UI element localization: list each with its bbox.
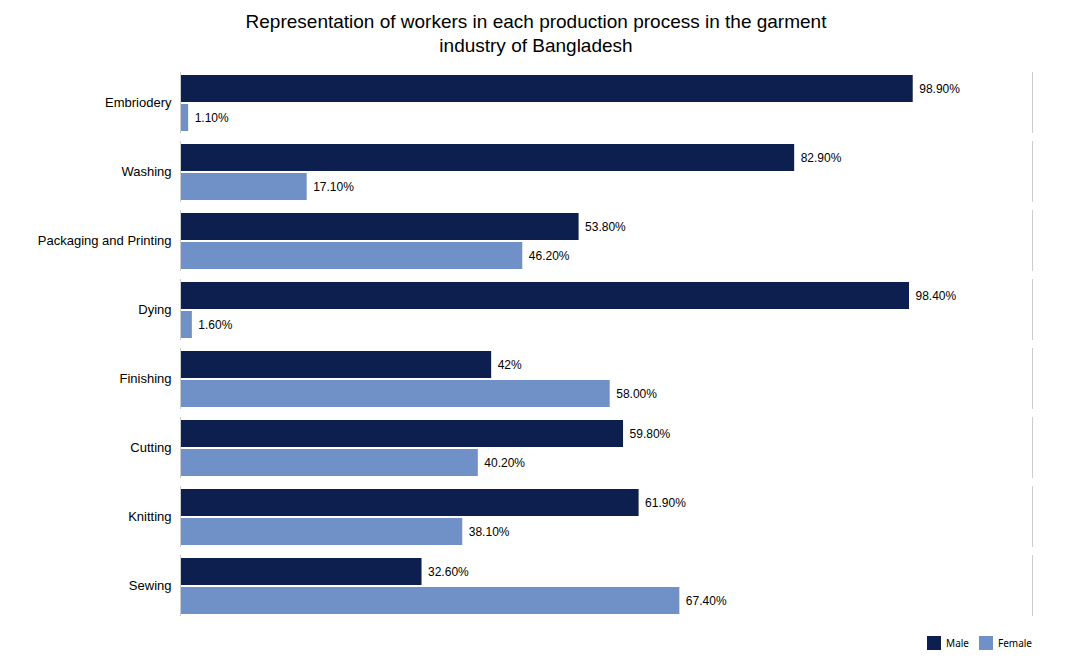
svg-text:61.90%: 61.90% — [645, 495, 686, 509]
svg-text:Finishing: Finishing — [119, 371, 171, 386]
html-text:Representation of workers in e: Representation of workers in each produc… — [245, 11, 827, 56]
svg-text:Sewing: Sewing — [129, 578, 172, 593]
svg-text:40.20%: 40.20% — [484, 455, 525, 469]
svg-text:Dying: Dying — [138, 302, 171, 317]
svg-text:Knitting: Knitting — [128, 509, 171, 524]
svg-text:98.90%: 98.90% — [919, 81, 960, 95]
html-text:Male: Male — [946, 635, 969, 650]
svg-text:1.60%: 1.60% — [198, 317, 232, 331]
svg-text:Washing: Washing — [121, 164, 171, 179]
svg-text:46.20%: 46.20% — [529, 248, 570, 262]
svg-text:59.80%: 59.80% — [630, 426, 671, 440]
svg-text:98.40%: 98.40% — [916, 288, 957, 302]
svg-text:42%: 42% — [498, 357, 522, 371]
svg-text:Packaging and Printing: Packaging and Printing — [38, 233, 172, 248]
svg-text:67.40%: 67.40% — [686, 593, 727, 607]
svg-text:32.60%: 32.60% — [428, 564, 469, 578]
html-text:Female: Female — [998, 635, 1032, 650]
svg-text:1.10%: 1.10% — [195, 110, 229, 124]
svg-text:Embriodery: Embriodery — [105, 95, 172, 110]
svg-text:58.00%: 58.00% — [616, 386, 657, 400]
svg-text:53.80%: 53.80% — [585, 219, 626, 233]
svg-text:82.90%: 82.90% — [801, 150, 842, 164]
svg-text:17.10%: 17.10% — [313, 179, 354, 193]
svg-text:Cutting: Cutting — [130, 440, 171, 455]
svg-text:38.10%: 38.10% — [469, 524, 510, 538]
